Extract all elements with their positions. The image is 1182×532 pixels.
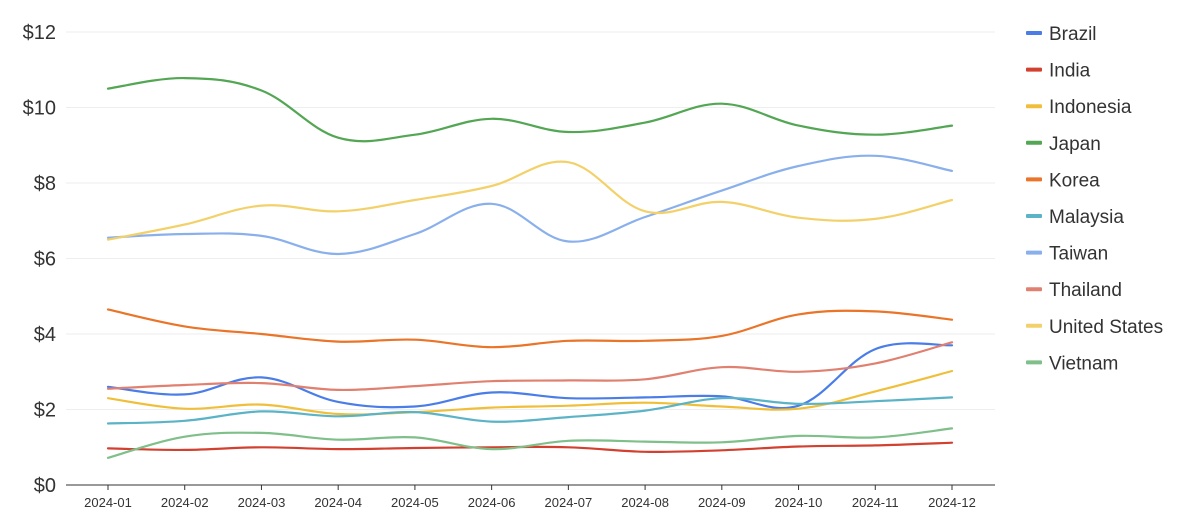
- gridlines: [66, 31, 995, 410]
- legend-swatch: [1026, 287, 1042, 292]
- legend-item-indonesia[interactable]: Indonesia: [1026, 97, 1132, 118]
- legend-item-united-states[interactable]: United States: [1026, 317, 1163, 338]
- series-line-thailand: [106, 341, 954, 392]
- legend-label: Taiwan: [1049, 244, 1108, 265]
- x-tick-label: 2024-05: [391, 495, 439, 510]
- legend-swatch: [1026, 31, 1042, 35]
- legend: Brazil India Indonesia Japan Korea Malaysia Ta…: [1026, 24, 1163, 374]
- series-line-malaysia: [106, 396, 954, 425]
- legend-label: India: [1049, 61, 1091, 82]
- x-tick-label: 2024-07: [545, 495, 593, 510]
- y-tick-label: $4: [34, 324, 56, 346]
- y-tick-label: $0: [34, 475, 56, 497]
- series-line-taiwan: [106, 154, 954, 256]
- legend-label: Brazil: [1049, 24, 1097, 45]
- legend-item-malaysia[interactable]: Malaysia: [1026, 207, 1124, 228]
- x-tick-label: 2024-04: [314, 495, 362, 510]
- y-tick-label: $6: [34, 249, 56, 271]
- legend-swatch: [1026, 323, 1042, 328]
- y-tick-label: $8: [34, 173, 56, 195]
- y-tick-label: $10: [23, 98, 56, 120]
- legend-label: United States: [1049, 317, 1163, 338]
- legend-swatch: [1026, 250, 1042, 255]
- series-line-korea: [106, 308, 954, 349]
- legend-swatch: [1026, 214, 1042, 218]
- legend-swatch: [1026, 67, 1042, 72]
- x-tick-label: 2024-02: [161, 495, 209, 510]
- legend-item-thailand[interactable]: Thailand: [1026, 280, 1122, 301]
- legend-label: Indonesia: [1049, 97, 1132, 118]
- legend-swatch: [1026, 177, 1042, 182]
- x-tick-label: 2024-03: [238, 495, 286, 510]
- x-tick-label: 2024-11: [852, 495, 899, 510]
- series-line-brazil: [106, 342, 954, 410]
- legend-label: Vietnam: [1049, 353, 1118, 374]
- x-tick-label: 2024-08: [621, 495, 669, 510]
- series-line-japan: [106, 76, 954, 143]
- series-line-united-states: [106, 160, 954, 241]
- legend-item-korea[interactable]: Korea: [1026, 170, 1100, 191]
- y-tick-label: $12: [23, 22, 56, 44]
- y-axis-ticks: $0 $2 $4 $6 $8 $10 $12: [23, 22, 56, 497]
- legend-item-taiwan[interactable]: Taiwan: [1026, 244, 1108, 265]
- series-line-india: [106, 441, 954, 454]
- x-tick-label: 2024-09: [698, 495, 746, 510]
- series-line-vietnam: [106, 427, 954, 459]
- legend-swatch: [1026, 360, 1042, 365]
- legend-item-vietnam[interactable]: Vietnam: [1026, 353, 1118, 374]
- legend-label: Thailand: [1049, 280, 1122, 301]
- legend-swatch: [1026, 140, 1042, 145]
- series-lines: [106, 76, 954, 459]
- y-tick-label: $2: [34, 400, 56, 422]
- legend-label: Korea: [1049, 170, 1100, 191]
- x-tick-label: 2024-10: [775, 495, 823, 510]
- legend-item-india[interactable]: India: [1026, 61, 1091, 82]
- legend-label: Japan: [1049, 134, 1101, 155]
- series-line-indonesia: [106, 369, 954, 416]
- legend-item-japan[interactable]: Japan: [1026, 134, 1101, 155]
- legend-swatch: [1026, 104, 1042, 109]
- x-tick-label: 2024-12: [928, 495, 976, 510]
- x-axis-ticks: 2024-01 2024-02 2024-03 2024-04 2024-05 2024-…: [84, 485, 976, 510]
- x-tick-label: 2024-06: [468, 495, 516, 510]
- legend-label: Malaysia: [1049, 207, 1124, 228]
- legend-item-brazil[interactable]: Brazil: [1026, 24, 1097, 45]
- x-tick-label: 2024-01: [84, 495, 132, 510]
